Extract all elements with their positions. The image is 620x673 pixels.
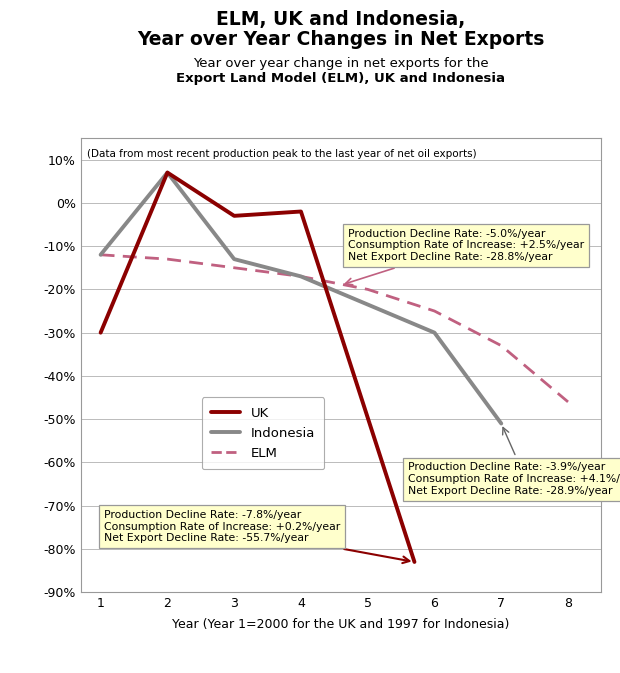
Text: Year over year change in net exports for the: Year over year change in net exports for…	[193, 57, 489, 69]
Line: Indonesia: Indonesia	[100, 172, 501, 423]
ELM	[231, 264, 238, 272]
ELM	[431, 307, 438, 315]
Indonesia	[431, 328, 438, 336]
UK	[297, 207, 304, 215]
Legend: UK, Indonesia, ELM: UK, Indonesia, ELM	[202, 397, 324, 469]
Text: (Data from most recent production peak to the last year of net oil exports): (Data from most recent production peak t…	[87, 149, 477, 160]
ELM	[97, 251, 104, 259]
Indonesia	[231, 255, 238, 263]
ELM	[497, 342, 505, 350]
Text: Production Decline Rate: -7.8%/year
Consumption Rate of Increase: +0.2%/year
Net: Production Decline Rate: -7.8%/year Cons…	[104, 510, 409, 563]
Indonesia	[164, 168, 171, 176]
Text: Production Decline Rate: -3.9%/year
Consumption Rate of Increase: +4.1%/year
Net: Production Decline Rate: -3.9%/year Cons…	[408, 427, 620, 495]
Indonesia	[497, 419, 505, 427]
Text: Year over Year Changes in Net Exports: Year over Year Changes in Net Exports	[137, 30, 545, 49]
ELM	[164, 255, 171, 263]
X-axis label: Year (Year 1=2000 for the UK and 1997 for Indonesia): Year (Year 1=2000 for the UK and 1997 fo…	[172, 618, 510, 631]
Text: ELM, UK and Indonesia,: ELM, UK and Indonesia,	[216, 10, 466, 29]
Indonesia	[97, 251, 104, 259]
ELM	[364, 285, 371, 293]
UK	[164, 168, 171, 176]
ELM	[297, 273, 304, 281]
Line: ELM: ELM	[100, 255, 568, 402]
Text: Export Land Model (ELM), UK and Indonesia: Export Land Model (ELM), UK and Indonesi…	[177, 72, 505, 85]
UK	[231, 212, 238, 220]
Line: UK: UK	[100, 172, 414, 562]
Indonesia	[297, 273, 304, 281]
Text: Production Decline Rate: -5.0%/year
Consumption Rate of Increase: +2.5%/year
Net: Production Decline Rate: -5.0%/year Cons…	[345, 229, 584, 285]
UK	[97, 328, 104, 336]
ELM	[564, 398, 572, 406]
UK	[410, 558, 418, 566]
